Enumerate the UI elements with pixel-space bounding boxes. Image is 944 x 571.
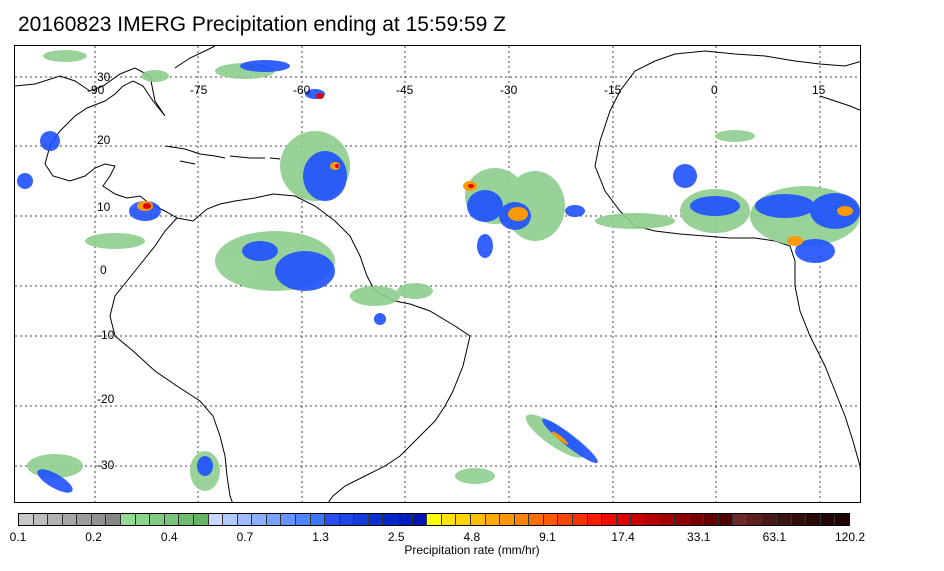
colorbar-swatch — [266, 514, 282, 525]
graticule — [15, 46, 860, 502]
colorbar-swatch — [164, 514, 180, 525]
colorbar-swatch — [441, 514, 457, 525]
colorbar-swatch — [193, 514, 209, 525]
colorbar-swatch — [529, 514, 544, 525]
lat-label: 10 — [97, 200, 111, 214]
colorbar-swatch — [295, 514, 311, 525]
colorbar-swatch — [631, 514, 646, 525]
lon-label: -45 — [396, 83, 414, 97]
colorbar-swatch — [704, 514, 719, 525]
colorbar-swatch — [572, 514, 588, 525]
colorbar-swatch — [325, 514, 340, 525]
colorbar-swatch — [135, 514, 151, 525]
colorbar-swatch — [121, 514, 136, 525]
colorbar-swatch — [718, 514, 734, 525]
colorbar — [18, 513, 850, 526]
lon-label: -75 — [190, 83, 208, 97]
colorbar-swatch — [281, 514, 296, 525]
colorbar-swatch — [762, 514, 778, 525]
colorbar-swatch — [91, 514, 107, 525]
colorbar-swatch — [500, 514, 515, 525]
colorbar-swatch — [252, 514, 267, 525]
coastlines — [15, 46, 860, 502]
colorbar-swatch — [689, 514, 705, 525]
colorbar-swatch — [616, 514, 632, 525]
colorbar-swatch — [179, 514, 194, 525]
colorbar-tick-label: 1.3 — [312, 530, 329, 544]
colorbar-swatch — [514, 514, 530, 525]
colorbar-tick-label: 0.7 — [236, 530, 254, 544]
colorbar-swatch — [223, 514, 238, 525]
lon-label: -30 — [500, 83, 518, 97]
colorbar-swatch — [675, 514, 690, 525]
colorbar-swatch — [747, 514, 763, 525]
colorbar-swatch — [456, 514, 471, 525]
lon-label: 0 — [711, 83, 718, 97]
colorbar-tick-label: 0.1 — [9, 530, 27, 544]
colorbar-swatch — [835, 514, 849, 525]
colorbar-swatch — [106, 514, 122, 525]
colorbar-tick-label: 0.4 — [160, 530, 178, 544]
lat-label: -30 — [97, 458, 115, 472]
colorbar-swatch — [660, 514, 676, 525]
colorbar-swatch — [368, 514, 384, 525]
lat-label: -10 — [97, 328, 115, 342]
colorbar-swatch — [77, 514, 92, 525]
colorbar-swatch — [485, 514, 501, 525]
colorbar-swatch — [733, 514, 748, 525]
lon-label: -60 — [293, 83, 311, 97]
colorbar-swatch — [543, 514, 559, 525]
lon-label: -15 — [604, 83, 622, 97]
colorbar-swatch — [354, 514, 369, 525]
precipitation-cells — [17, 50, 860, 493]
colorbar-swatch — [62, 514, 78, 525]
colorbar-swatch — [820, 514, 836, 525]
colorbar-swatch — [470, 514, 486, 525]
colorbar-swatch — [398, 514, 413, 525]
colorbar-swatch — [237, 514, 253, 525]
colorbar-tick-label: 2.5 — [387, 530, 405, 544]
colorbar-swatch — [208, 514, 224, 525]
colorbar-swatch — [427, 514, 442, 525]
lon-label: -90 — [87, 83, 105, 97]
colorbar-swatch — [806, 514, 821, 525]
precipitation-map[interactable]: -90 -75 -60 -45 -30 -15 0 15 30 20 10 0 … — [14, 45, 861, 503]
map-canvas — [15, 46, 860, 502]
colorbar-swatch — [777, 514, 792, 525]
colorbar-swatch — [645, 514, 661, 525]
colorbar-swatch — [558, 514, 573, 525]
colorbar-swatch — [310, 514, 326, 525]
colorbar-tick-label: 33.1 — [687, 530, 711, 544]
colorbar-tick-label: 4.8 — [463, 530, 481, 544]
lat-label: 30 — [97, 70, 111, 84]
colorbar-tick-label: 120.2 — [834, 530, 866, 544]
colorbar-swatch — [412, 514, 428, 525]
colorbar-swatch — [587, 514, 603, 525]
lon-label: 15 — [812, 83, 826, 97]
colorbar-label: Precipitation rate (mm/hr) — [404, 543, 540, 557]
map-title: 20160823 IMERG Precipitation ending at 1… — [18, 13, 506, 36]
colorbar-tick-label: 17.4 — [611, 530, 635, 544]
colorbar-swatch — [602, 514, 617, 525]
colorbar-swatch — [48, 514, 63, 525]
colorbar-swatch — [791, 514, 807, 525]
colorbar-tick-label: 0.2 — [85, 530, 102, 544]
colorbar-tick-label: 9.1 — [539, 530, 556, 544]
colorbar-swatch — [383, 514, 399, 525]
lat-label: -20 — [97, 392, 115, 406]
colorbar-swatch — [33, 514, 49, 525]
lat-label: 20 — [97, 133, 111, 147]
colorbar-swatch — [19, 514, 34, 525]
colorbar-swatch — [339, 514, 355, 525]
colorbar-swatch — [150, 514, 165, 525]
colorbar-tick-label: 63.1 — [762, 530, 787, 544]
lat-label: 0 — [100, 263, 107, 277]
